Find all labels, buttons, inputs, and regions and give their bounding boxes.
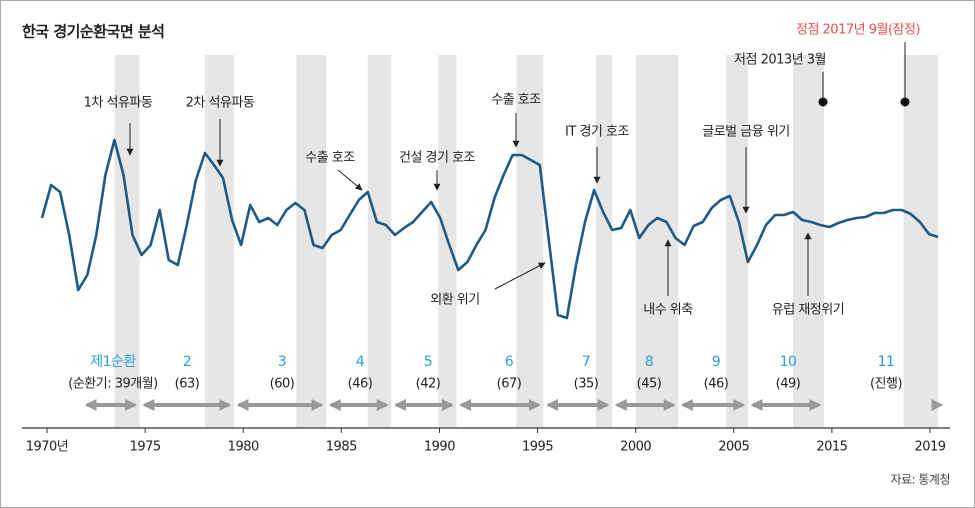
annotation: IT 경기 호조 (565, 125, 629, 140)
cycle-label: 6 (505, 354, 514, 370)
cycle-duration: (67) (497, 377, 522, 392)
annotation-arrow (337, 169, 363, 191)
cycle-label: 3 (278, 354, 286, 370)
annotation: 저점 2013년 3월 (734, 53, 826, 68)
annotation: 1차 석유파동 (84, 96, 153, 111)
cycle-duration: (49) (776, 377, 801, 392)
annotation-arrow (494, 262, 546, 290)
shaded-period (793, 55, 824, 428)
shaded-period (516, 55, 544, 428)
source: 자료: 통계청 (890, 473, 950, 487)
x-tick-label: 2000 (620, 440, 651, 455)
cycle-label: 9 (712, 354, 720, 370)
annotation: 글로벌 금융 위기 (702, 125, 790, 140)
cycle-label: 11 (878, 354, 895, 370)
peak-dot (900, 97, 910, 107)
x-tick-label: 1975 (130, 440, 161, 455)
cycle-label: 10 (780, 354, 797, 370)
shaded-period (635, 55, 679, 428)
cycle-duration: (63) (175, 377, 200, 392)
x-tick-label: 1980 (228, 440, 259, 455)
cycle-duration: (46) (704, 377, 729, 392)
cycle-duration: (45) (637, 377, 662, 392)
trough-dot (818, 97, 828, 107)
cycle-label: 7 (582, 354, 590, 370)
x-tick-label: 1970년 (26, 440, 69, 455)
cycle-duration: (진행) (870, 376, 902, 392)
shaded-period (367, 55, 392, 428)
annotation: 건설 경기 호조 (399, 151, 476, 166)
annotation: 2차 석유파동 (186, 96, 255, 111)
cycle-label: 제1순환 (90, 354, 136, 370)
x-tick-label: 2005 (718, 440, 749, 455)
annotation: 유럽 재정위기 (772, 303, 844, 318)
x-tick-label: 1985 (326, 440, 357, 455)
chart-title: 한국 경기순환국면 분석 (22, 23, 164, 41)
shaded-period (595, 55, 613, 428)
cycle-duration: (35) (574, 377, 599, 392)
annotation: 수출 호조 (305, 151, 355, 166)
x-tick-label: 1995 (522, 440, 553, 455)
x-tick-label: 1990 (424, 440, 455, 455)
cycle-duration: (60) (270, 377, 295, 392)
annotation: 수출 호조 (491, 93, 541, 108)
cycle-label: 8 (645, 354, 653, 370)
x-tick-label: 2015 (816, 440, 847, 455)
cycle-label: 4 (356, 354, 365, 370)
x-tick-label: 2019 (914, 440, 945, 455)
shaded-period (903, 55, 938, 428)
cycle-duration: (46) (348, 377, 373, 392)
shaded-period (204, 55, 234, 428)
cycle-label: 5 (424, 354, 432, 370)
annotation: 외환 위기 (430, 293, 479, 308)
shaded-period (296, 55, 327, 428)
cycle-label: 2 (183, 354, 191, 370)
annotation: 정점 2017년 9월(잠정) (796, 23, 920, 38)
data-line (40, 138, 939, 320)
annotation: 내수 위축 (643, 303, 693, 318)
cycle-duration: (42) (416, 377, 441, 392)
cycle-duration: (순환기: 39개월) (68, 377, 158, 392)
shaded-period (726, 55, 748, 428)
